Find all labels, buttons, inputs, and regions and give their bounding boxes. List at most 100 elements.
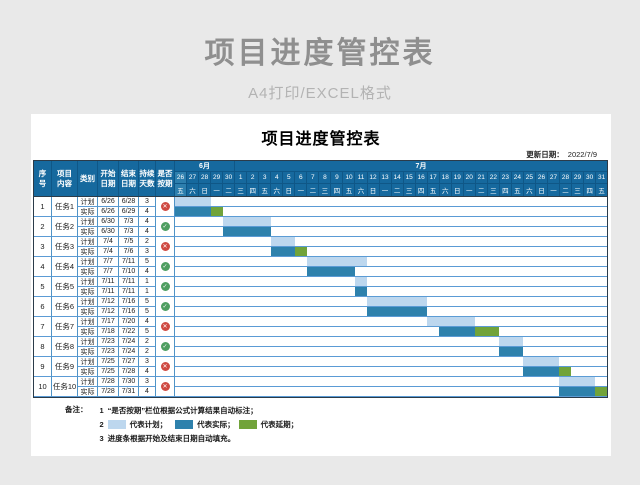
month-cell: 6月 <box>175 161 235 172</box>
start-date: 7/7 <box>98 257 119 267</box>
actual-bar <box>271 247 295 256</box>
task-row: 1 任务1 计划 6/26 6/28 3 实际 6/26 6/29 4 ✕ <box>34 197 607 217</box>
plan-subrow: 计划 7/12 7/16 5 <box>78 297 156 307</box>
date-cell: 31 <box>596 172 608 185</box>
row-type-label: 实际 <box>78 327 98 337</box>
month-cell: 7月 <box>235 161 607 172</box>
date-cell: 10 <box>343 172 356 185</box>
on-time-status: ✓ <box>156 217 175 237</box>
task-name: 任务5 <box>52 277 78 297</box>
legend: 代表计划； 代表实际； 代表延期； <box>107 419 298 430</box>
task-number: 3 <box>34 237 52 257</box>
task-number: 8 <box>34 337 52 357</box>
actual-subrow: 实际 7/12 7/16 5 <box>78 307 156 317</box>
row-type-label: 计划 <box>78 237 98 247</box>
update-date-label: 更新日期： <box>526 150 564 159</box>
plan-bar <box>427 317 475 326</box>
task-name: 任务8 <box>52 337 78 357</box>
end-date: 7/16 <box>119 307 139 317</box>
start-date: 7/11 <box>98 277 119 287</box>
actual-bar <box>223 227 271 236</box>
plan-bar <box>559 377 595 386</box>
duration-days: 4 <box>139 217 156 227</box>
task-name: 任务6 <box>52 297 78 317</box>
table-header: 序 号项目 内容 类别 开始 日期 结束 日期 持续 天数 是否 按期 6月 7月 26 27 28… <box>34 161 608 197</box>
end-date: 7/3 <box>119 217 139 227</box>
weekday-cell: 六 <box>271 184 284 196</box>
duration-days: 4 <box>139 267 156 277</box>
update-date: 更新日期： 2022/7/9 <box>526 149 597 160</box>
task-row: 3 任务3 计划 7/4 7/5 2 实际 7/4 7/6 3 ✕ <box>34 237 607 257</box>
timeline-header: 6月 7月 26 27 28 29 30 1 2 3 4 5 6 7 8 9 10 11 12 13 14 15 16 17 1… <box>175 161 608 196</box>
actual-lane <box>175 327 607 337</box>
task-row: 4 任务4 计划 7/7 7/11 5 实际 7/7 7/10 4 ✓ <box>34 257 607 277</box>
column-header-2: 项目 内容 <box>52 161 78 196</box>
plan-subrow: 计划 6/30 7/3 4 <box>78 217 156 227</box>
actual-lane <box>175 387 607 397</box>
actual-lane <box>175 347 607 357</box>
date-cell: 5 <box>283 172 296 185</box>
plan-lane <box>175 377 607 387</box>
start-date: 7/12 <box>98 307 119 317</box>
actual-subrow: 实际 6/30 7/3 4 <box>78 227 156 237</box>
weekday-cell: 五 <box>259 184 272 196</box>
check-circle-icon: ✓ <box>160 222 170 231</box>
note-3-text: 进度条根据开始及结束日期自动填充。 <box>107 433 236 443</box>
delay-swatch <box>238 419 257 429</box>
weekday-row: 五六日一二三四五六日一二三四五六日一二三四五六日一二三四五六日一二三四五 <box>175 184 607 196</box>
gantt-area <box>175 337 607 357</box>
page-subtitle: A4打印/EXCEL格式 <box>248 85 392 102</box>
gantt-table: 序 号项目 内容 类别 开始 日期 结束 日期 持续 天数 是否 按期 6月 7月 26 27 28… <box>33 160 608 398</box>
row-type-label: 实际 <box>78 267 98 277</box>
task-name: 任务4 <box>52 257 78 277</box>
plan-lane <box>175 277 607 287</box>
start-date: 7/7 <box>98 267 119 277</box>
duration-days: 4 <box>139 367 156 377</box>
duration-days: 3 <box>139 377 156 387</box>
date-cell: 30 <box>584 172 597 185</box>
start-date: 7/25 <box>98 357 119 367</box>
column-header-7: 是否 按期 <box>156 161 175 196</box>
task-detail: 计划 7/17 7/20 4 实际 7/18 7/22 5 <box>78 317 156 337</box>
duration-days: 3 <box>139 247 156 257</box>
plan-bar <box>175 197 211 206</box>
weekday-cell: 二 <box>223 184 236 196</box>
date-cell: 1 <box>235 172 248 185</box>
task-name: 任务7 <box>52 317 78 337</box>
weekday-cell: 五 <box>428 184 440 196</box>
date-cell: 26 <box>535 172 548 185</box>
row-type-label: 实际 <box>78 287 98 297</box>
plan-subrow: 计划 7/11 7/11 1 <box>78 277 156 287</box>
start-date: 7/23 <box>98 337 119 347</box>
x-circle-icon: ✕ <box>160 362 170 371</box>
task-number: 5 <box>34 277 52 297</box>
weekday-cell: 六 <box>440 184 452 196</box>
on-time-status: ✕ <box>156 197 175 217</box>
start-date: 7/4 <box>98 247 119 257</box>
duration-days: 3 <box>139 357 156 367</box>
weekday-cell: 六 <box>355 184 368 196</box>
column-header-4: 开始 日期 <box>98 161 119 196</box>
date-cell: 19 <box>451 172 464 185</box>
actual-lane <box>175 367 607 377</box>
start-date: 6/30 <box>98 217 119 227</box>
end-date: 6/29 <box>119 207 139 217</box>
start-date: 7/28 <box>98 377 119 387</box>
weekday-cell: 四 <box>331 184 344 196</box>
weekday-cell: 三 <box>488 184 500 196</box>
duration-days: 1 <box>139 287 156 297</box>
task-detail: 计划 7/4 7/5 2 实际 7/4 7/6 3 <box>78 237 156 257</box>
date-cell: 29 <box>572 172 585 185</box>
gantt-area <box>175 277 607 297</box>
actual-lane <box>175 287 607 297</box>
row-type-label: 计划 <box>78 297 98 307</box>
delay-bar <box>559 367 571 376</box>
start-date: 7/25 <box>98 367 119 377</box>
end-date: 7/16 <box>119 297 139 307</box>
task-name: 任务3 <box>52 237 78 257</box>
delay-bar <box>210 207 223 216</box>
task-row: 2 任务2 计划 6/30 7/3 4 实际 6/30 7/3 4 ✓ <box>34 217 607 237</box>
task-row: 7 任务7 计划 7/17 7/20 4 实际 7/18 7/22 5 ✕ <box>34 317 607 337</box>
weekday-cell: 三 <box>404 184 416 196</box>
gantt-area <box>175 237 607 257</box>
